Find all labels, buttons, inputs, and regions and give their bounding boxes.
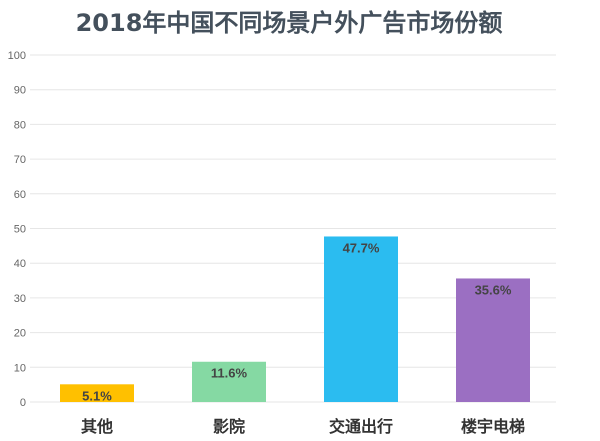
data-labels: 5.1% 11.6% 47.7% 35.6%	[82, 240, 512, 403]
chart-title: 2018年中国不同场景户外广告市场份额	[76, 9, 503, 37]
y-tick-label: 0	[20, 397, 26, 409]
y-tick-label: 20	[14, 328, 26, 340]
category-label: 其他	[81, 417, 113, 436]
data-label: 5.1%	[82, 388, 112, 403]
category-label: 交通出行	[329, 417, 393, 436]
y-tick-label: 50	[14, 224, 26, 236]
y-tick-label: 10	[14, 362, 26, 374]
y-tick-label: 70	[14, 154, 26, 166]
y-axis-ticks: 0 10 20 30 40 50 60 70 80 90 100	[8, 50, 26, 409]
bar	[324, 236, 398, 402]
category-label: 影院	[213, 417, 245, 436]
bar	[60, 384, 134, 402]
x-axis-categories: 其他 影院 交通出行 楼宇电梯	[81, 417, 525, 436]
y-tick-label: 80	[14, 119, 26, 131]
y-tick-label: 100	[8, 50, 26, 62]
y-tick-label: 90	[14, 85, 26, 97]
y-tick-label: 30	[14, 293, 26, 305]
bars	[60, 236, 530, 402]
data-label: 35.6%	[475, 282, 512, 297]
category-label: 楼宇电梯	[461, 417, 525, 436]
bar	[192, 361, 266, 402]
grid-lines	[30, 54, 556, 403]
data-label: 11.6%	[211, 366, 248, 381]
y-tick-label: 60	[14, 189, 26, 201]
data-label: 47.7%	[343, 240, 380, 255]
bar	[456, 278, 530, 402]
y-tick-label: 40	[14, 258, 26, 270]
